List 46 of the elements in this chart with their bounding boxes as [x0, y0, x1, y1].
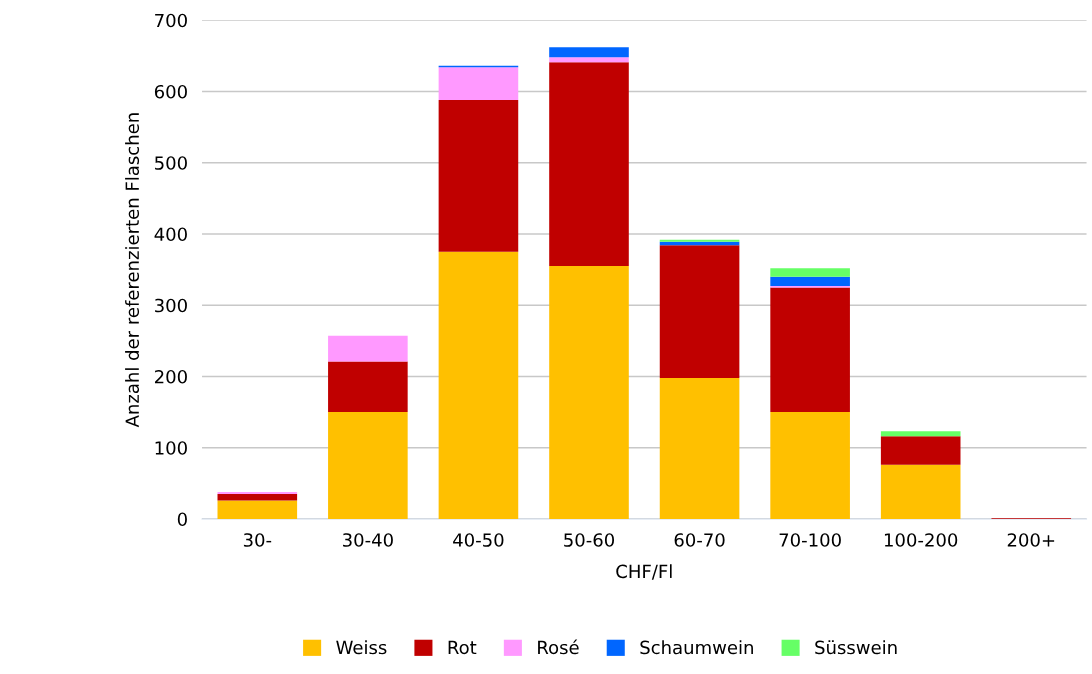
bar: [438, 100, 519, 252]
y-tick-label: 200: [154, 369, 187, 384]
bar: [549, 47, 629, 58]
bar: [549, 266, 629, 519]
x-tick-label: 100-200: [884, 533, 958, 547]
bar: [770, 268, 850, 277]
bar: [549, 62, 629, 267]
y-tick-label: 500: [155, 156, 187, 170]
bar: [659, 239, 740, 242]
legend-label: Süsswein: [815, 640, 897, 655]
y-tick-label: 100: [155, 441, 187, 455]
x-axis-title: CHF/Fl: [616, 564, 672, 580]
legend-label: Weiss: [336, 640, 387, 655]
bar: [328, 361, 408, 413]
bar: [880, 464, 961, 519]
bar: [770, 287, 850, 413]
bar: [217, 491, 298, 495]
bar: [880, 436, 961, 465]
y-tick-label: 0: [177, 512, 187, 527]
bar: [328, 335, 408, 362]
bar: [659, 245, 740, 378]
x-tick-label: 200+: [1007, 533, 1055, 547]
x-tick-label: 30-: [243, 533, 272, 547]
bar: [328, 412, 408, 519]
bar: [438, 251, 519, 519]
x-tick-label: 40-50: [453, 533, 504, 547]
bar: [217, 500, 298, 519]
bar: [549, 57, 629, 63]
x-tick-label: 60-70: [674, 533, 725, 547]
y-tick-label: 600: [154, 84, 187, 99]
x-tick-label: 50-60: [564, 533, 615, 547]
legend-label: Rosé: [538, 639, 579, 655]
x-tick-label: 70-100: [779, 533, 841, 547]
bar: [217, 494, 298, 501]
y-tick-label: 400: [154, 227, 187, 242]
bar: [880, 431, 961, 437]
bar: [659, 377, 740, 519]
y-tick-label: 300: [155, 298, 187, 313]
bar: [770, 412, 850, 519]
legend-label: Rot: [448, 640, 477, 655]
legend-label: Schaumwein: [640, 640, 753, 655]
y-tick-label: 700: [155, 13, 187, 28]
bar: [770, 276, 850, 286]
x-tick-label: 30-40: [343, 533, 393, 547]
bar: [438, 67, 519, 101]
y-axis-title: Anzahl der referenzierten Flaschen: [125, 113, 140, 428]
